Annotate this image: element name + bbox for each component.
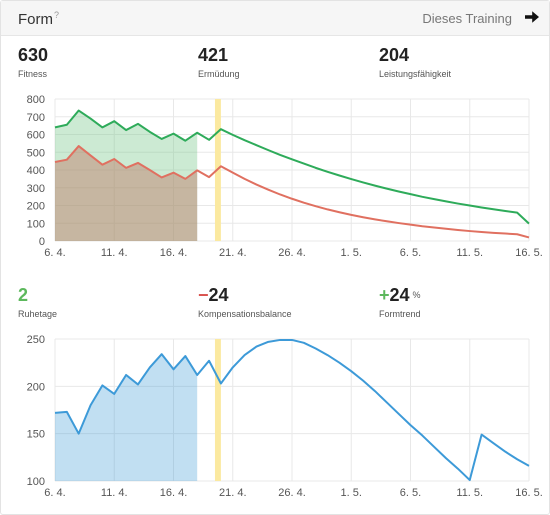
performance-label: Leistungsfähigkeit [379, 69, 452, 79]
rest-days-metric: 2 Ruhetage [18, 285, 57, 319]
x-tick-label: 11. 4. [101, 247, 128, 259]
fitness-fatigue-chart: 0 100 200 300 400 500 600 700 800 6. 4. 11. 4. 16. … [27, 94, 543, 259]
y-tick-label: 200 [27, 381, 45, 393]
x-tick-label: 6. 5. [400, 487, 421, 499]
today-highlight [214, 339, 221, 481]
y-tick-label: 250 [27, 334, 45, 346]
performance-metric: 204 Leistungsfähigkeit [379, 45, 451, 79]
fitness-value: 630 [18, 45, 49, 65]
fatigue-history-area [55, 146, 198, 241]
trend-label: Formtrend [379, 309, 421, 319]
fatigue-value: 421 [198, 45, 229, 65]
fitness-line [54, 109, 530, 225]
this-training-link[interactable]: Dieses Training [422, 11, 512, 26]
x-tick-label: 16. 5. [515, 487, 543, 499]
x-tick-label: 11. 5. [456, 487, 483, 499]
balance-metric: −24 Kompensationsbalance [198, 285, 292, 319]
y-tick-label: 500 [27, 147, 45, 159]
rest-days-value: 2 [18, 285, 29, 305]
x-tick-label: 26. 4. [278, 247, 306, 259]
y-tick-label: 300 [27, 183, 45, 195]
x-tick-label: 26. 4. [278, 487, 306, 499]
fatigue-metric: 421 Ermüdung [198, 45, 240, 79]
panel-header: Form? Dieses Training [1, 1, 549, 36]
trend-sign: + [379, 285, 390, 305]
y-tick-label: 150 [27, 429, 45, 441]
x-tick-label: 21. 4. [219, 487, 247, 499]
x-tick-label: 1. 5. [341, 247, 362, 259]
help-icon[interactable]: ? [54, 10, 60, 20]
fatigue-label: Ermüdung [198, 69, 240, 79]
y-tick-label: 800 [27, 94, 45, 106]
x-tick-label: 11. 4. [101, 487, 128, 499]
fitness-label: Fitness [18, 69, 48, 79]
x-tick-label: 6. 4. [44, 247, 65, 259]
x-tick-label: 6. 4. [44, 487, 65, 499]
x-tick-label: 21. 4. [219, 247, 247, 259]
fitness-metric: 630 Fitness [18, 45, 48, 79]
arrow-right-icon[interactable] [524, 9, 540, 25]
y-tick-label: 700 [27, 112, 45, 124]
fitness-history-area [55, 110, 198, 241]
x-tick-label: 16. 4. [160, 487, 188, 499]
x-tick-label: 6. 5. [400, 247, 421, 259]
panel-title-text: Form [18, 11, 53, 28]
y-tick-label: 200 [27, 201, 45, 213]
y-tick-label: 100 [27, 476, 45, 488]
balance-sign: − [198, 285, 209, 305]
form-trend-chart: 100 150 200 250 6. 4. 11. 4. 16. 4. 21. 4. 26. 4… [27, 334, 543, 499]
trend-metric: +24% Formtrend [379, 285, 421, 319]
form-history-area [55, 354, 198, 481]
y-tick-label: 400 [27, 165, 45, 177]
panel-title: Form? [18, 10, 59, 28]
x-tick-label: 1. 5. [341, 487, 362, 499]
performance-value: 204 [379, 45, 410, 65]
fatigue-line [54, 145, 530, 239]
x-tick-label: 11. 5. [456, 247, 483, 259]
y-tick-label: 0 [39, 236, 45, 248]
trend-unit: % [412, 290, 421, 300]
balance-label: Kompensationsbalance [198, 309, 292, 319]
y-tick-label: 600 [27, 130, 45, 142]
form-line [54, 338, 530, 482]
x-tick-label: 16. 5. [515, 247, 543, 259]
x-tick-label: 16. 4. [160, 247, 188, 259]
balance-value: 24 [208, 285, 229, 305]
trend-value: 24 [389, 285, 410, 305]
y-tick-label: 100 [27, 218, 45, 230]
rest-days-label: Ruhetage [18, 309, 58, 319]
